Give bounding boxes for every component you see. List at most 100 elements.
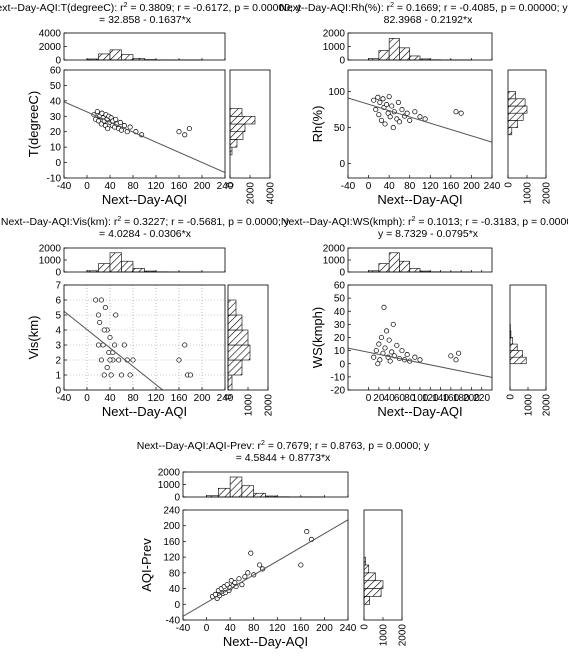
- x-tick-label: 40: [384, 393, 396, 404]
- point: [378, 117, 384, 123]
- x-tick-label: -40: [57, 393, 72, 404]
- side-hist-bar: [363, 580, 384, 589]
- y-tick-label: 30: [334, 320, 346, 331]
- point: [390, 125, 396, 131]
- points: [348, 94, 492, 143]
- top-hist-tick-label: 1000: [323, 42, 346, 53]
- point: [130, 357, 136, 363]
- point: [248, 550, 254, 556]
- point: [116, 357, 122, 363]
- title-rest: = 0.3809; r = -0.6172, p = 0.00000; y: [128, 2, 302, 14]
- x-tick-label: -40: [341, 181, 356, 192]
- fit-line: [64, 310, 164, 390]
- point: [371, 97, 377, 103]
- x-axis-label: Next--Day-AQI: [377, 192, 462, 207]
- point: [104, 364, 110, 371]
- points: [64, 297, 194, 390]
- x-tick-label: 240: [217, 393, 234, 404]
- top-hist-bar: [378, 263, 390, 273]
- side-hist-tick-label: 0: [506, 394, 517, 400]
- top-hist-tick-label: 0: [339, 56, 345, 67]
- y-tick-label: -20: [331, 386, 346, 397]
- side-hist-bar: [227, 314, 243, 331]
- top-hist-tick-label: 0: [174, 493, 180, 504]
- top-hist-frame: [63, 32, 226, 61]
- top-hist-bar: [409, 55, 421, 61]
- fit-line: [348, 347, 492, 378]
- panel-title-line2: = 4.0284 - 0.0306*x: [99, 228, 192, 240]
- point: [108, 372, 114, 378]
- y-tick-label: 60: [50, 66, 62, 77]
- point: [387, 114, 393, 120]
- point: [378, 334, 384, 341]
- x-tick-label: 120: [148, 393, 165, 404]
- side-hist-tick-label: 4000: [266, 182, 277, 205]
- x-tick-label: 140: [432, 393, 449, 404]
- side-hist-frame: [227, 284, 269, 391]
- y-tick-label: 80: [169, 568, 181, 579]
- side-hist-tick-label: 0: [226, 182, 237, 188]
- title-sup: 2: [261, 440, 265, 447]
- x-tick-label: 120: [422, 181, 439, 192]
- y-tick-label: 7: [55, 281, 61, 292]
- x-tick-label: 120: [422, 393, 439, 404]
- x-tick-label: 40: [104, 393, 116, 404]
- x-axis-label: Next--Day-AQI: [102, 192, 187, 207]
- y-tick-label: 60: [334, 281, 346, 292]
- y-tick-label: 40: [50, 96, 62, 107]
- point: [113, 312, 119, 318]
- axes-frame: [347, 284, 493, 391]
- side-hist-bar: [509, 337, 514, 345]
- point: [377, 99, 383, 105]
- x-tick-label: 240: [217, 181, 234, 192]
- side-hist-bar: [229, 115, 256, 125]
- y-tick-label: 0: [339, 359, 345, 370]
- top-hist-tick-label: 0: [55, 268, 61, 279]
- side-hist-tick-label: 2000: [246, 182, 257, 205]
- y-tick-label: 0: [55, 386, 61, 397]
- x-tick-label: 200: [463, 181, 480, 192]
- point: [107, 334, 113, 341]
- top-hist-bar: [253, 492, 266, 498]
- axes-frame: [182, 509, 349, 621]
- x-tick-label: 100: [412, 393, 429, 404]
- side-hist-frame: [507, 69, 547, 179]
- fit-line: [348, 97, 492, 143]
- point: [242, 574, 248, 580]
- title-rest: = 0.1669; r = -0.4085, p = 0.00000; y =: [394, 2, 568, 14]
- point: [417, 114, 423, 120]
- top-hist-frame: [347, 32, 493, 61]
- x-axis-label: Next--Day-AQI: [223, 634, 308, 649]
- point: [176, 129, 182, 135]
- y-tick-label: 50: [50, 81, 62, 92]
- side-hist-bar: [509, 350, 523, 358]
- top-hist-frame: [347, 247, 493, 273]
- y-tick-label: 1: [55, 371, 61, 382]
- top-hist-bar: [109, 252, 122, 273]
- top-hist-bar: [132, 268, 145, 273]
- side-hist-bar: [507, 127, 513, 136]
- axes-frame: [63, 69, 226, 179]
- side-hist-bar: [509, 356, 527, 365]
- x-tick-label: 80: [404, 393, 416, 404]
- top-hist-bar: [121, 260, 134, 273]
- top-hist-tick-label: 4000: [39, 29, 62, 40]
- y-tick-label: 4: [55, 326, 61, 337]
- side-hist-tick-label: 2000: [264, 394, 275, 417]
- side-hist-bar: [363, 564, 370, 574]
- point: [384, 328, 390, 334]
- top-hist-bar: [98, 263, 111, 273]
- point: [371, 354, 377, 360]
- point: [102, 304, 108, 311]
- x-tick-label: 220: [473, 393, 490, 404]
- y-tick-label: 10: [334, 346, 346, 357]
- point: [176, 357, 182, 363]
- side-hist-bar: [509, 343, 518, 351]
- top-hist-bar: [121, 54, 134, 61]
- point: [98, 357, 104, 363]
- point: [390, 321, 396, 327]
- y-tick-label: 0: [55, 158, 61, 169]
- y-tick-label: 100: [328, 87, 345, 98]
- point: [373, 107, 379, 113]
- top-hist-tick-label: 2000: [39, 42, 62, 53]
